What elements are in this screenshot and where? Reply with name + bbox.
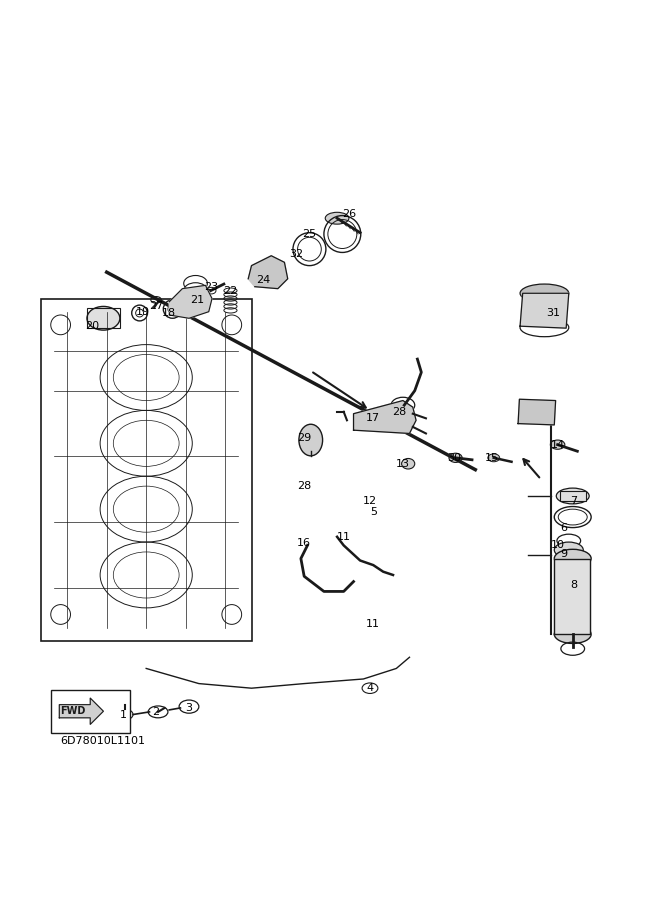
Ellipse shape — [555, 542, 583, 558]
Ellipse shape — [325, 213, 349, 225]
Text: 16: 16 — [297, 539, 311, 549]
Bar — [41, 299, 252, 641]
Ellipse shape — [551, 440, 565, 449]
Text: 31: 31 — [546, 308, 560, 318]
Polygon shape — [169, 286, 212, 319]
Ellipse shape — [299, 425, 323, 456]
Text: 10: 10 — [551, 540, 564, 551]
Text: 18: 18 — [162, 308, 176, 318]
Text: 1: 1 — [120, 709, 127, 719]
Ellipse shape — [555, 550, 591, 568]
Text: 28: 28 — [297, 481, 311, 491]
Text: 22: 22 — [223, 286, 237, 296]
Polygon shape — [555, 559, 590, 635]
Ellipse shape — [87, 307, 120, 331]
Bar — [87, 309, 120, 328]
Text: 7: 7 — [570, 497, 578, 507]
Bar — [560, 491, 586, 501]
Text: 6D78010L1101: 6D78010L1101 — [61, 736, 145, 746]
Text: 24: 24 — [256, 275, 270, 285]
Text: 3: 3 — [186, 703, 192, 713]
Text: 8: 8 — [570, 580, 578, 590]
Text: 17: 17 — [366, 414, 380, 424]
Polygon shape — [354, 401, 416, 434]
Text: 26: 26 — [342, 209, 356, 219]
Text: 5: 5 — [369, 508, 377, 518]
Polygon shape — [520, 293, 568, 328]
Ellipse shape — [555, 625, 591, 644]
Text: 29: 29 — [297, 433, 311, 443]
Ellipse shape — [488, 454, 500, 462]
Text: 13: 13 — [396, 459, 410, 469]
Ellipse shape — [557, 488, 589, 504]
Text: 23: 23 — [204, 282, 217, 291]
Text: 25: 25 — [302, 229, 317, 239]
Ellipse shape — [449, 453, 462, 462]
Text: 2: 2 — [153, 707, 160, 717]
Text: 21: 21 — [190, 295, 205, 305]
Text: 11: 11 — [366, 619, 380, 629]
Polygon shape — [59, 698, 103, 724]
Ellipse shape — [520, 284, 568, 302]
Text: FWD: FWD — [59, 707, 85, 716]
Polygon shape — [249, 256, 288, 289]
Text: 6: 6 — [561, 522, 568, 532]
Text: 14: 14 — [551, 440, 564, 449]
Text: 4: 4 — [366, 683, 373, 693]
Text: 30: 30 — [447, 453, 461, 463]
Ellipse shape — [402, 458, 414, 469]
Text: 15: 15 — [485, 453, 499, 463]
Text: 20: 20 — [85, 321, 99, 331]
Polygon shape — [518, 399, 556, 425]
Text: 19: 19 — [136, 307, 150, 317]
Text: 11: 11 — [336, 531, 351, 541]
Text: 27: 27 — [149, 301, 163, 311]
FancyBboxPatch shape — [51, 690, 130, 733]
Text: 32: 32 — [290, 248, 303, 258]
Text: 28: 28 — [393, 406, 407, 416]
Text: 9: 9 — [561, 549, 568, 559]
Text: 12: 12 — [363, 497, 377, 507]
